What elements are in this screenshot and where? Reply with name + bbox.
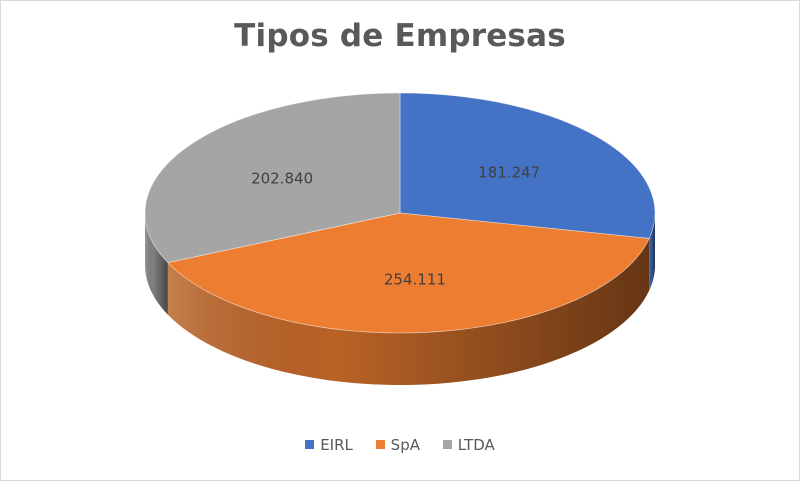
pie-labels: 181.247 254.111 202.840: [251, 164, 540, 289]
data-label-ltda: 202.840: [251, 169, 313, 187]
legend-label-spa: SpA: [390, 436, 420, 454]
legend-swatch-eirl: [305, 440, 315, 449]
chart-title: Tipos de Empresas: [234, 18, 566, 54]
data-label-spa: 254.111: [384, 271, 446, 289]
pie-slice-spa: [167, 212, 650, 334]
legend-label-eirl: EIRL: [320, 436, 353, 454]
legend-swatch-spa: [375, 440, 385, 449]
legend-label-ltda: LTDA: [457, 436, 495, 454]
pie-tops: [144, 92, 656, 334]
data-label-eirl: 181.247: [478, 164, 540, 182]
legend-swatch-ltda: [442, 440, 452, 449]
legend: EIRL SpA LTDA: [0, 436, 800, 454]
pie-side-shade-eirl: [649, 213, 655, 291]
pie-slice-eirl: [399, 92, 656, 239]
legend-item-eirl: EIRL: [305, 436, 353, 454]
legend-item-ltda: LTDA: [442, 436, 495, 454]
pie-side-shade-spa: [167, 238, 650, 385]
pie-slice-ltda: [144, 92, 401, 264]
legend-item-spa: SpA: [375, 436, 420, 454]
